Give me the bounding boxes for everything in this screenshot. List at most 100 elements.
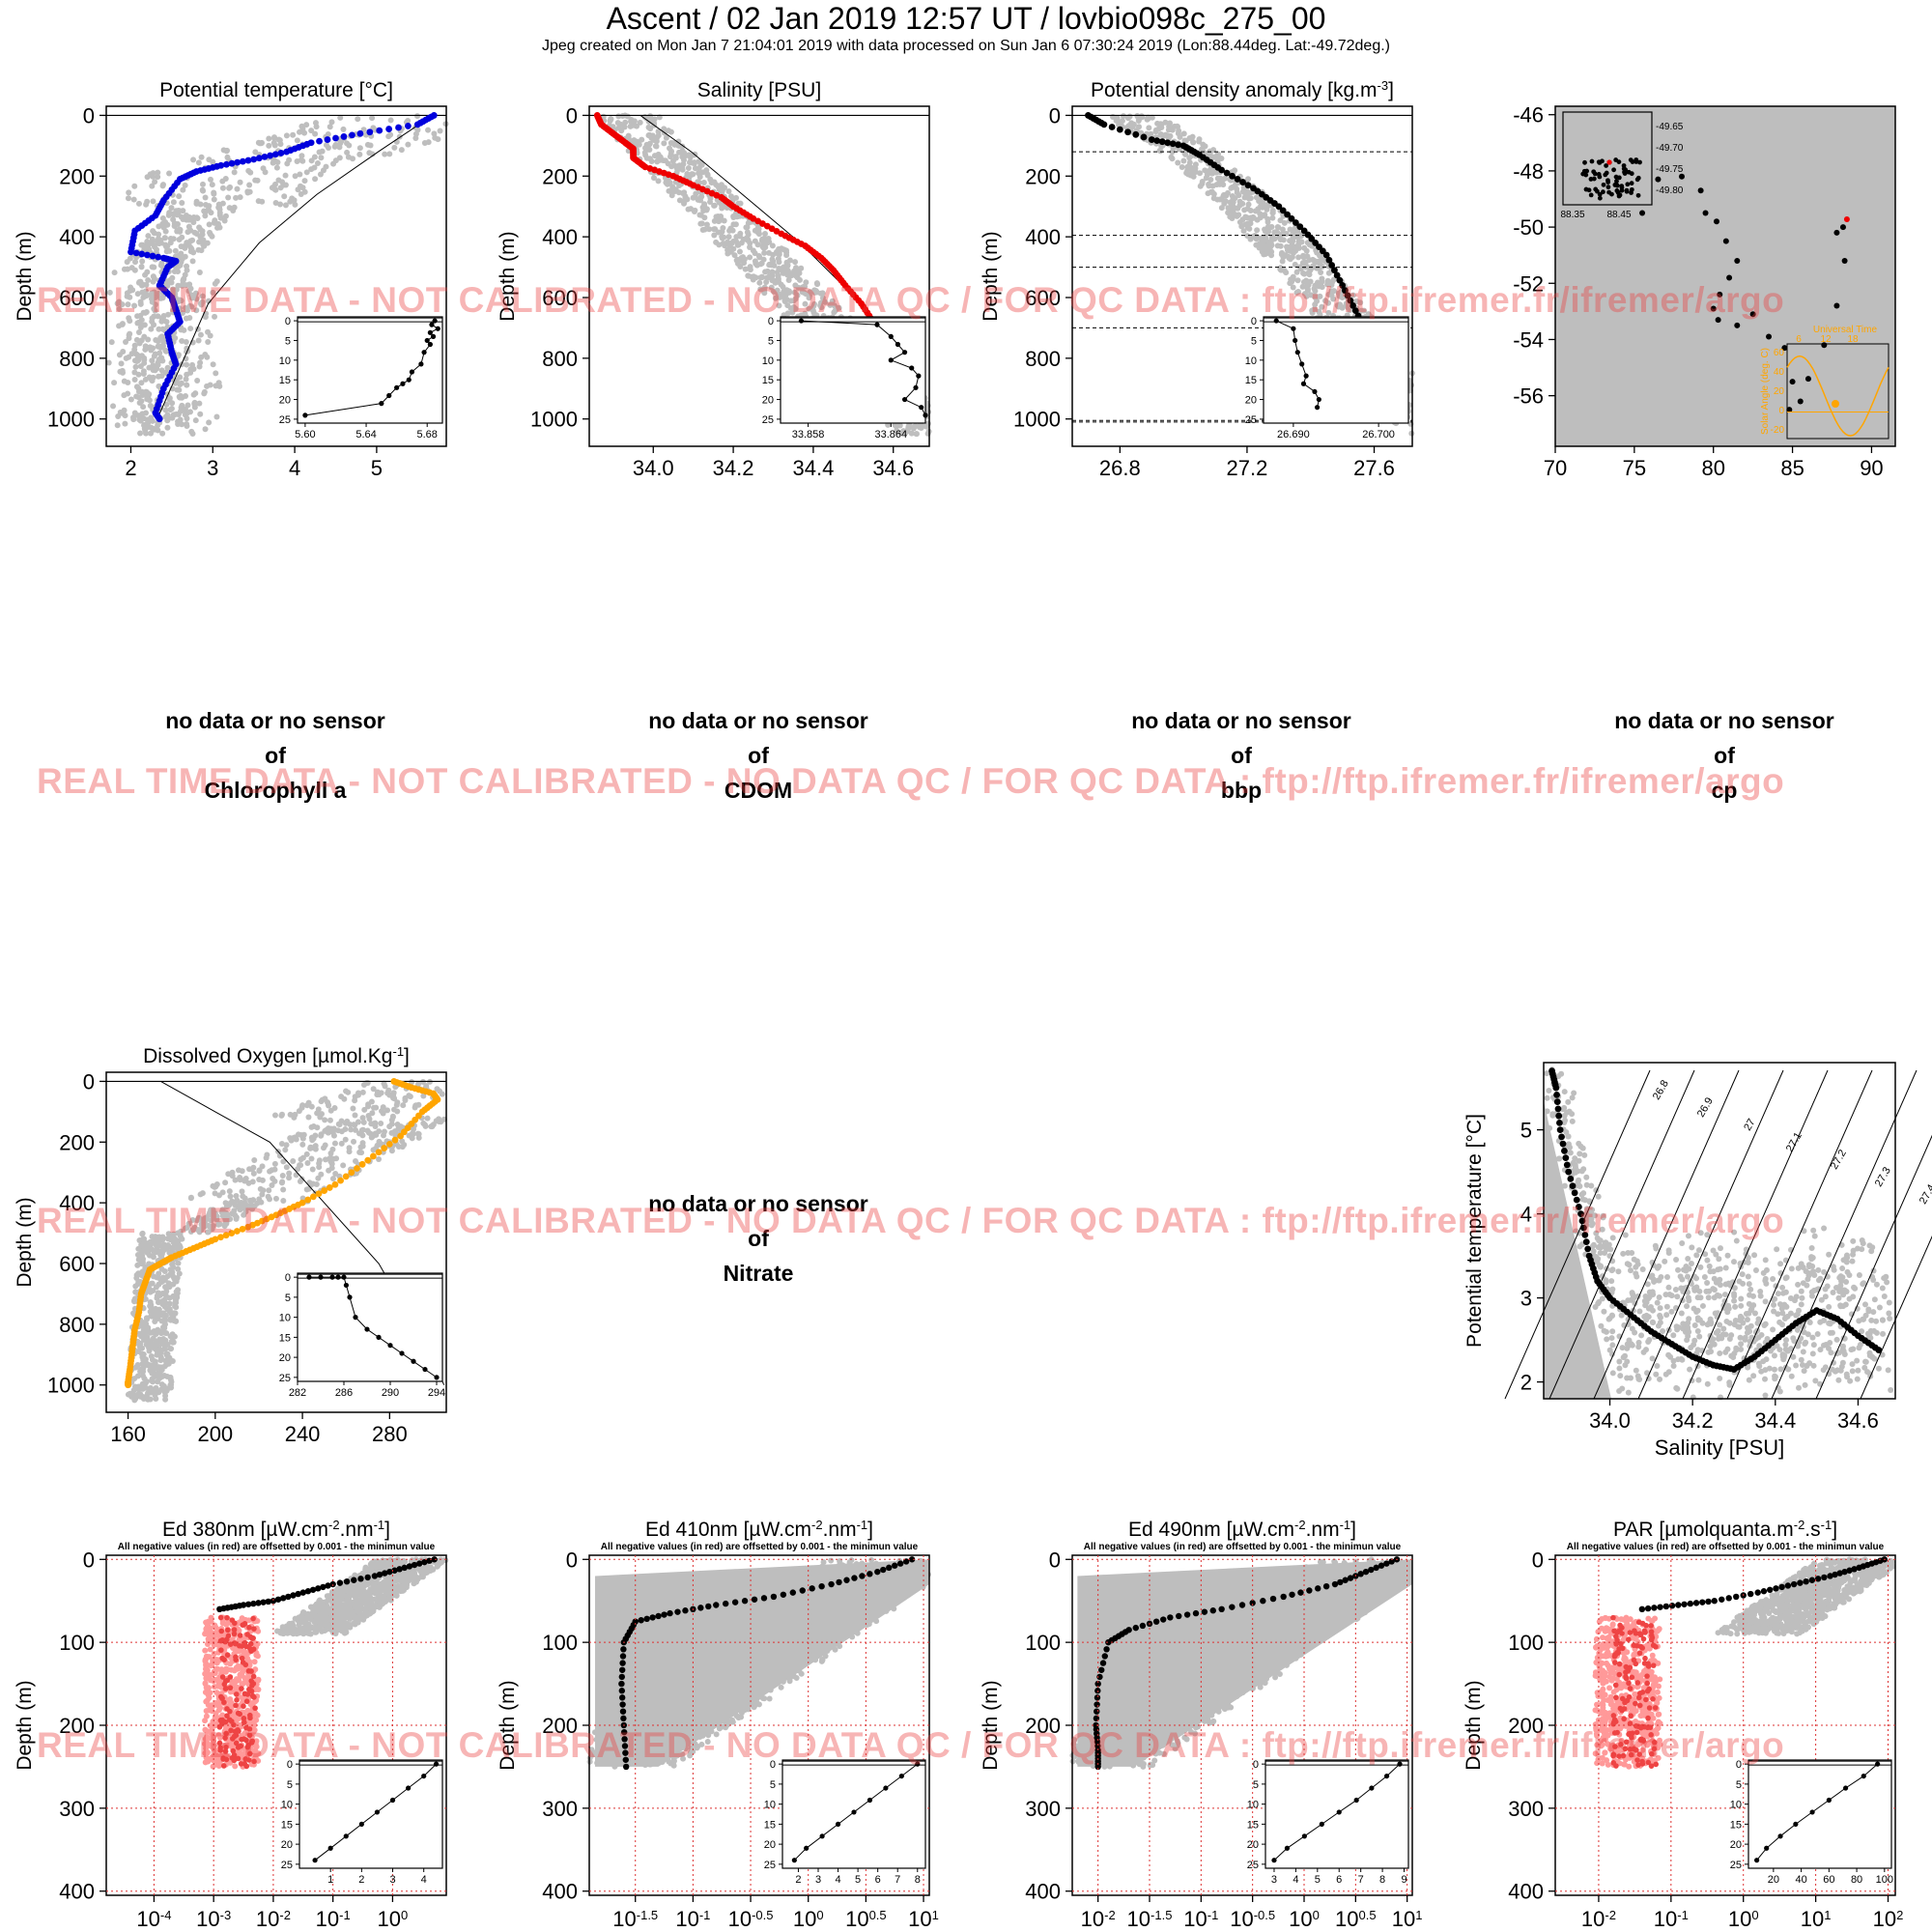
historical-point <box>134 1361 141 1368</box>
historical-point <box>308 128 315 134</box>
historical-point <box>224 154 231 160</box>
historical-point <box>437 128 443 134</box>
historical-point <box>195 337 202 344</box>
historical-point <box>1717 1245 1723 1252</box>
historical-point <box>1609 1342 1616 1349</box>
float-position <box>1702 210 1709 216</box>
historical-point <box>716 218 723 225</box>
historical-point <box>913 431 920 438</box>
historical-point <box>681 150 688 156</box>
historical-point <box>1886 1299 1892 1306</box>
historical-point <box>1854 1376 1861 1382</box>
historical-point <box>1229 215 1236 222</box>
historical-point <box>1693 1252 1700 1259</box>
historical-point <box>246 182 253 188</box>
historical-point <box>1798 1288 1804 1294</box>
historical-point <box>402 1096 409 1103</box>
historical-point <box>155 1378 161 1385</box>
historical-point <box>105 359 112 366</box>
historical-point <box>1268 248 1275 255</box>
historical-point <box>615 113 622 120</box>
historical-point <box>222 213 229 219</box>
historical-point <box>1788 1265 1795 1272</box>
inset-y-tick-label: 0 <box>285 316 291 327</box>
historical-point <box>275 136 282 143</box>
no-data-line2: of <box>748 1226 769 1251</box>
historical-point <box>1775 1291 1781 1297</box>
historical-point <box>185 288 192 295</box>
historical-point <box>645 124 652 130</box>
historical-point <box>231 169 238 176</box>
profile-point <box>132 249 140 257</box>
map-inset-x-label: 88.35 <box>1560 210 1584 220</box>
inset-point <box>341 1274 347 1280</box>
historical-point <box>695 196 701 203</box>
historical-point <box>234 185 241 192</box>
inset-y-tick-label: 10 <box>762 355 774 367</box>
y-axis-label: Depth (m) <box>14 231 36 321</box>
historical-point <box>412 135 419 142</box>
inset-point <box>1291 326 1296 331</box>
historical-point <box>155 169 161 176</box>
historical-point <box>1770 1276 1776 1283</box>
historical-point <box>711 202 718 209</box>
historical-point <box>173 1304 180 1311</box>
historical-point <box>730 214 737 221</box>
profile-point <box>271 151 279 158</box>
historical-point <box>766 239 773 245</box>
profile-point <box>381 1145 388 1151</box>
historical-point <box>1717 1376 1723 1382</box>
historical-point <box>138 264 145 270</box>
historical-point <box>1639 1266 1646 1273</box>
historical-point <box>338 1140 345 1147</box>
y-tick-label: 800 <box>59 347 95 371</box>
inset-point <box>306 1274 312 1280</box>
chart-title: Dissolved Oxygen [µmol.Kg-1] <box>143 1044 410 1068</box>
historical-point <box>684 196 691 203</box>
historical-point <box>1672 1287 1679 1293</box>
historical-point <box>376 1155 383 1162</box>
historical-point <box>245 167 252 174</box>
historical-point <box>135 328 142 335</box>
historical-point <box>336 1122 343 1128</box>
historical-point <box>1696 1333 1703 1340</box>
historical-point <box>1617 1373 1624 1379</box>
historical-point <box>129 414 136 421</box>
historical-point <box>1660 1328 1666 1335</box>
historical-point <box>125 301 131 308</box>
historical-point <box>1180 157 1187 164</box>
historical-point <box>1809 1350 1816 1357</box>
chart-title: Potential density anomaly [kg.m-3] <box>1091 78 1394 102</box>
historical-point <box>273 164 280 171</box>
no-data-line3: CDOM <box>724 778 793 803</box>
historical-point <box>111 380 118 386</box>
historical-point <box>718 182 724 188</box>
historical-point <box>229 1169 236 1176</box>
historical-point <box>761 249 768 256</box>
inset-point <box>409 369 415 375</box>
y-tick-label: 0 <box>1049 103 1061 128</box>
historical-point <box>150 1254 156 1261</box>
inset-point <box>1300 381 1307 386</box>
float-position <box>1833 229 1840 236</box>
historical-point <box>1704 1280 1711 1287</box>
historical-point <box>191 400 198 407</box>
historical-point <box>708 178 715 185</box>
historical-point <box>1565 1133 1572 1140</box>
inset-position <box>1605 178 1610 184</box>
historical-point <box>747 254 753 261</box>
historical-point <box>1186 155 1193 161</box>
historical-point <box>211 190 217 197</box>
historical-point <box>1724 1252 1731 1259</box>
historical-point <box>179 200 185 207</box>
historical-point <box>1633 1270 1639 1277</box>
historical-point <box>294 137 300 144</box>
historical-point <box>209 182 215 188</box>
historical-point <box>1218 205 1225 212</box>
historical-point <box>1230 199 1236 206</box>
historical-point <box>156 236 162 242</box>
y-tick-label: -46 <box>1513 103 1544 128</box>
no-data-line1: no data or no sensor <box>1131 708 1351 733</box>
historical-point <box>737 230 744 237</box>
